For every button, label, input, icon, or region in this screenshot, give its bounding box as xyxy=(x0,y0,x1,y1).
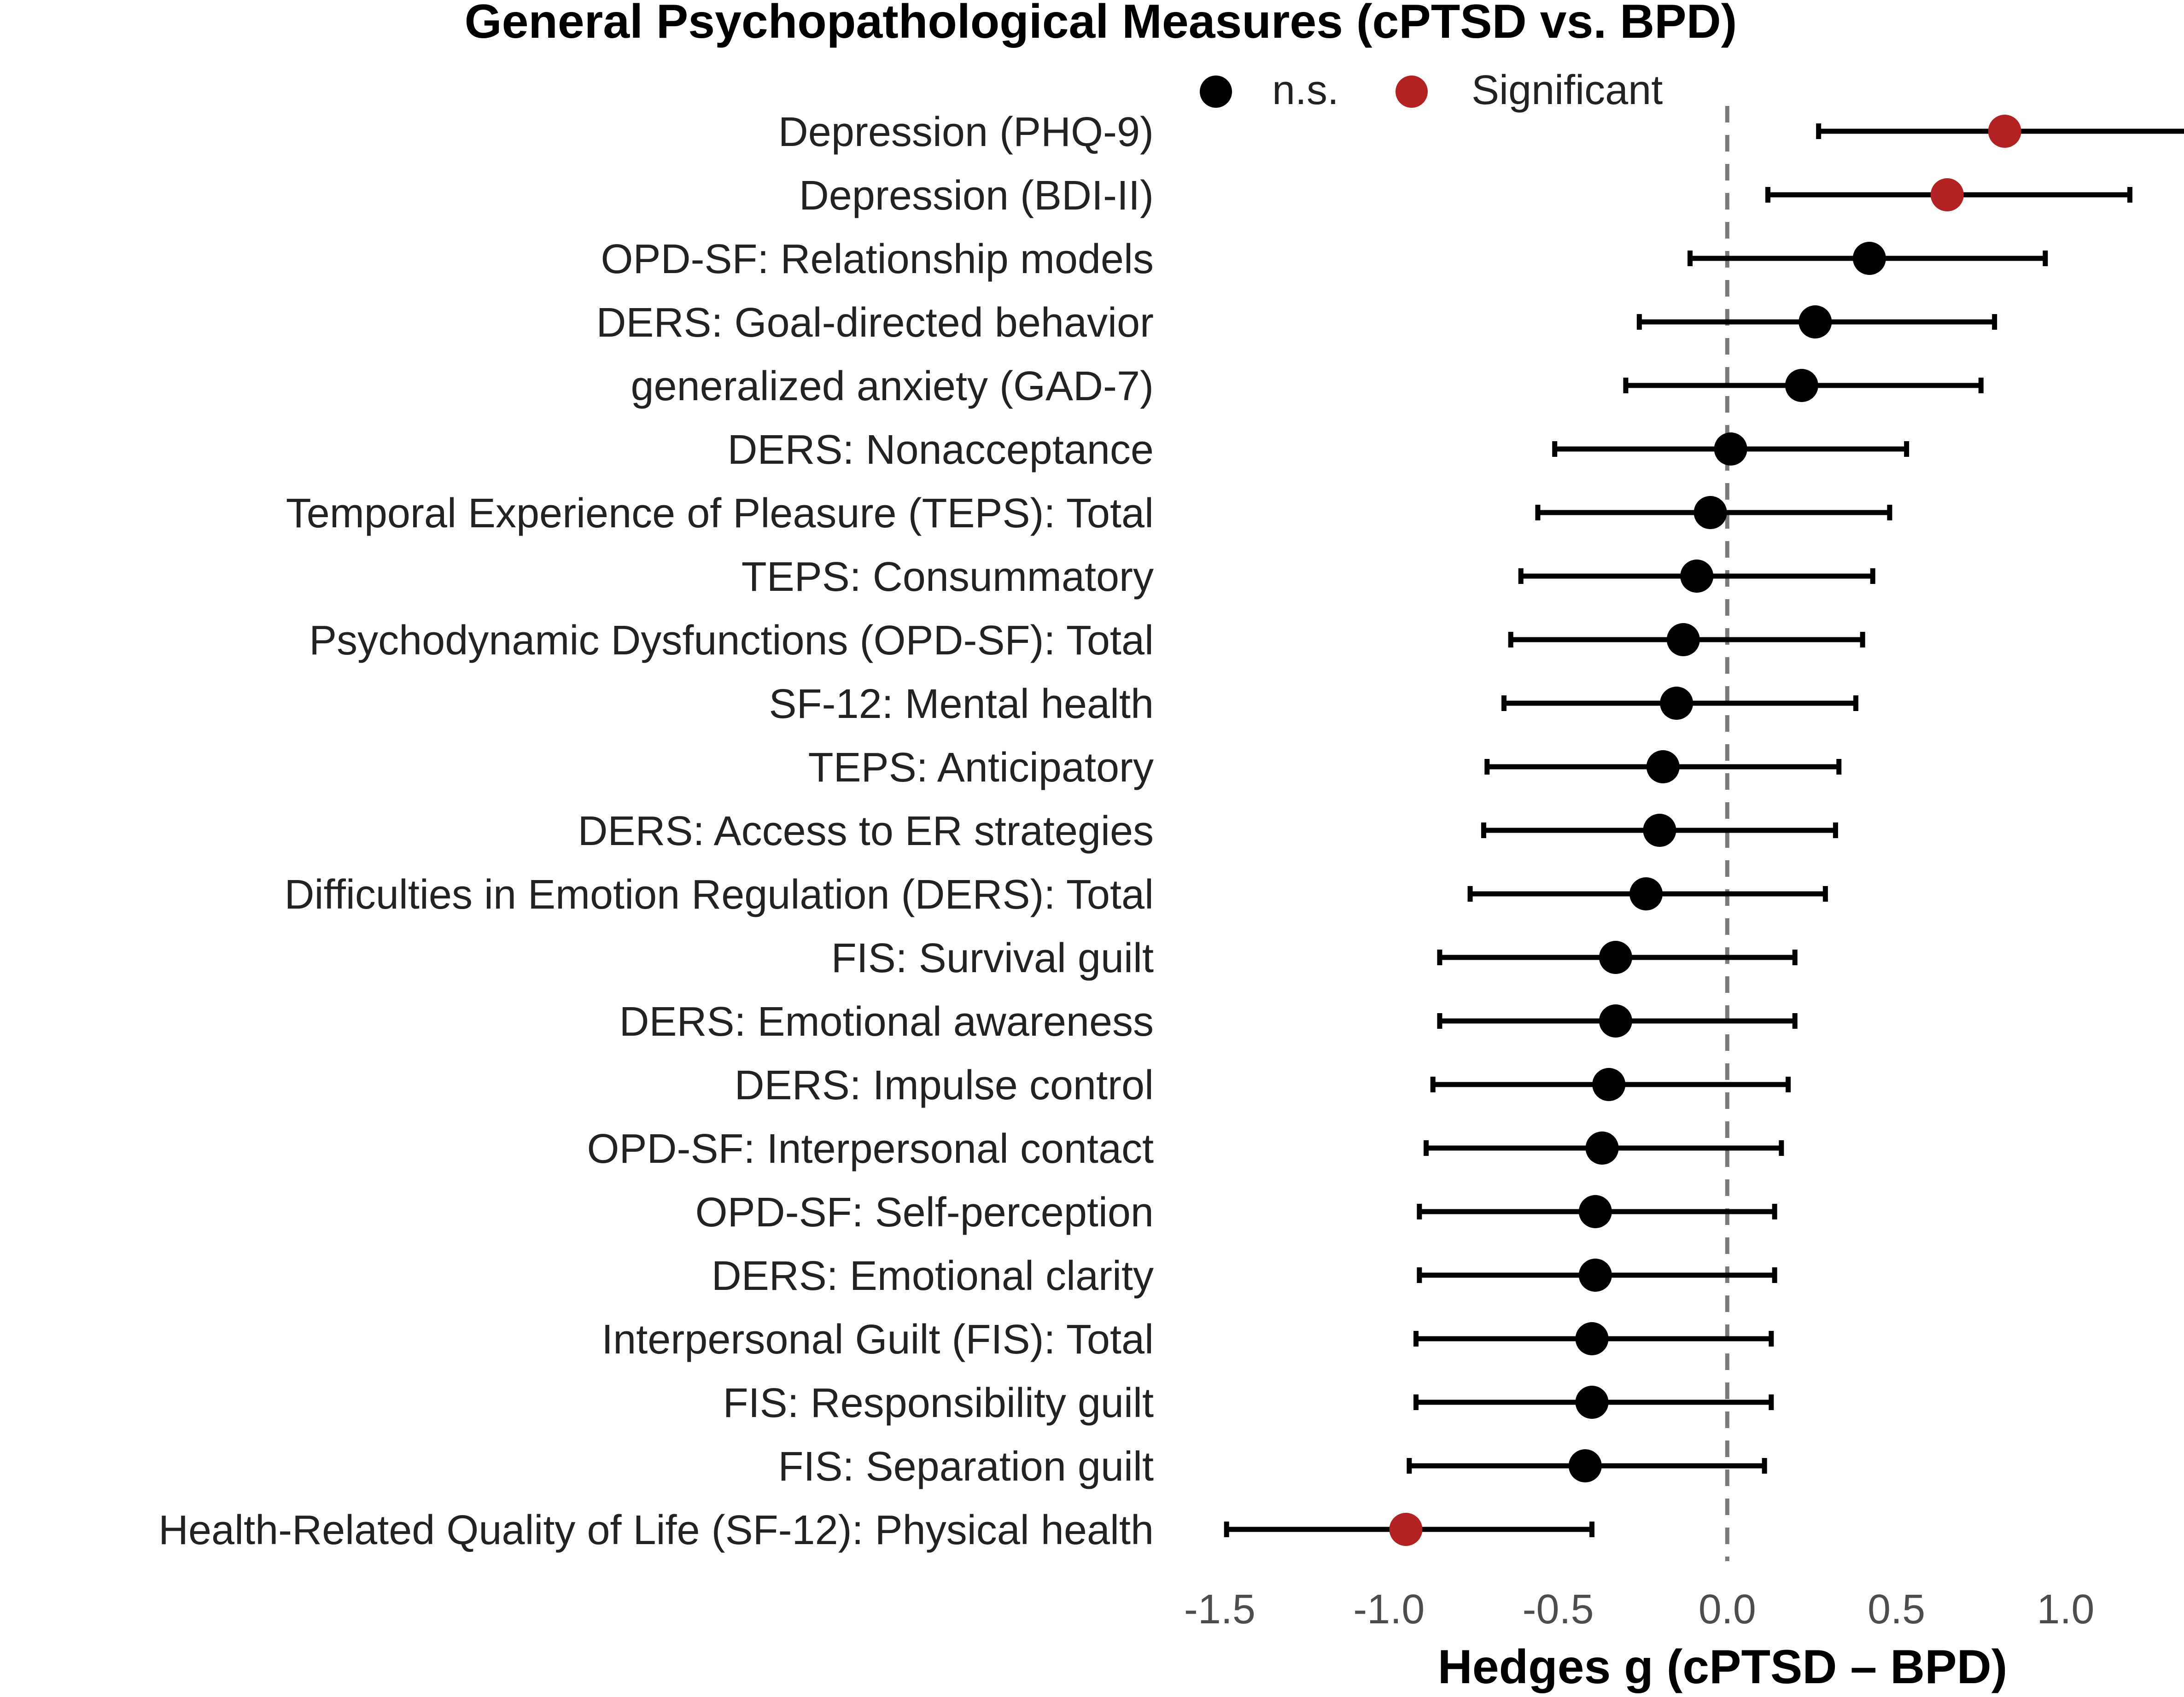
y-tick-label: FIS: Survival guilt xyxy=(831,935,1154,981)
y-tick-label: generalized anxiety (GAD-7) xyxy=(631,363,1154,409)
y-tick-label: DERS: Emotional awareness xyxy=(619,999,1154,1045)
point-estimate-ns xyxy=(1568,1449,1602,1482)
point-estimate-ns xyxy=(1585,1131,1619,1165)
y-tick-label: OPD-SF: Interpersonal contact xyxy=(587,1126,1154,1172)
legend-marker-ns xyxy=(1200,76,1232,108)
point-estimate-significant xyxy=(1930,178,1964,211)
legend-label-ns: n.s. xyxy=(1272,67,1339,113)
point-estimate-ns xyxy=(1629,877,1663,910)
point-estimate-ns xyxy=(1680,560,1714,593)
y-tick-label: DERS: Emotional clarity xyxy=(712,1253,1154,1299)
chart-title: General Psychopathological Measures (cPT… xyxy=(465,0,1737,48)
point-estimate-significant xyxy=(1389,1513,1423,1546)
legend-label-significant: Significant xyxy=(1472,67,1663,113)
point-estimate-ns xyxy=(1666,623,1700,656)
x-tick-label: -1.0 xyxy=(1353,1586,1425,1633)
x-tick-label: -0.5 xyxy=(1522,1586,1594,1633)
point-estimate-ns xyxy=(1599,1004,1632,1038)
point-estimate-significant xyxy=(1988,115,2021,148)
point-estimate-ns xyxy=(1592,1068,1626,1101)
point-estimate-ns xyxy=(1599,941,1632,974)
y-tick-label: Temporal Experience of Pleasure (TEPS): … xyxy=(286,490,1154,537)
y-tick-label: OPD-SF: Relationship models xyxy=(601,236,1154,282)
y-tick-label: Psychodynamic Dysfunctions (OPD-SF): Tot… xyxy=(309,618,1154,664)
y-tick-label: DERS: Access to ER strategies xyxy=(578,808,1154,854)
y-tick-label: DERS: Impulse control xyxy=(735,1062,1154,1108)
y-tick-label: Depression (BDI-II) xyxy=(799,173,1154,219)
y-tick-label: TEPS: Anticipatory xyxy=(808,745,1154,791)
x-tick-label: 1.0 xyxy=(2037,1586,2094,1633)
point-estimate-ns xyxy=(1660,687,1693,720)
y-tick-label: OPD-SF: Self-perception xyxy=(695,1190,1154,1236)
y-axis-labels: Depression (PHQ-9) Depression (BDI-II) OPD… xyxy=(158,109,1154,1553)
point-estimate-ns xyxy=(1852,242,1886,275)
point-estimate-ns xyxy=(1714,432,1747,466)
y-tick-label: Interpersonal Guilt (FIS): Total xyxy=(601,1317,1154,1363)
plot-area xyxy=(1224,106,2184,1561)
y-tick-label: Difficulties in Emotion Regulation (DERS… xyxy=(285,872,1154,918)
x-tick-label: 0.0 xyxy=(1699,1586,1756,1633)
x-axis-tick-labels: -1.5 -1.0 -0.5 0.0 0.5 1.0 xyxy=(1184,1586,2095,1633)
y-tick-label: Health-Related Quality of Life (SF-12): … xyxy=(158,1507,1154,1553)
y-tick-label: SF-12: Mental health xyxy=(769,681,1154,727)
x-axis-title: Hedges g (cPTSD – BPD) xyxy=(1438,1640,2008,1694)
point-estimate-ns xyxy=(1646,750,1680,783)
point-estimate-ns xyxy=(1575,1386,1609,1419)
y-tick-label: FIS: Separation guilt xyxy=(778,1444,1154,1490)
y-tick-label: DERS: Goal-directed behavior xyxy=(596,300,1154,346)
legend-marker-significant xyxy=(1396,76,1428,108)
y-tick-label: TEPS: Consummatory xyxy=(742,554,1154,600)
point-estimate-ns xyxy=(1693,496,1727,529)
x-tick-label: 0.5 xyxy=(1868,1586,1925,1633)
point-estimate-ns xyxy=(1799,305,1832,338)
point-estimate-ns xyxy=(1643,814,1676,847)
point-estimate-ns xyxy=(1575,1322,1609,1355)
y-tick-label: Depression (PHQ-9) xyxy=(778,109,1154,155)
point-estimate-ns xyxy=(1578,1195,1612,1228)
x-tick-label: -1.5 xyxy=(1184,1586,1256,1633)
y-tick-label: FIS: Responsibility guilt xyxy=(723,1380,1154,1426)
legend: n.s. Significant xyxy=(1200,67,1663,113)
point-estimate-ns xyxy=(1785,369,1818,402)
point-estimate-ns xyxy=(1578,1259,1612,1292)
y-tick-label: DERS: Nonacceptance xyxy=(728,427,1154,473)
